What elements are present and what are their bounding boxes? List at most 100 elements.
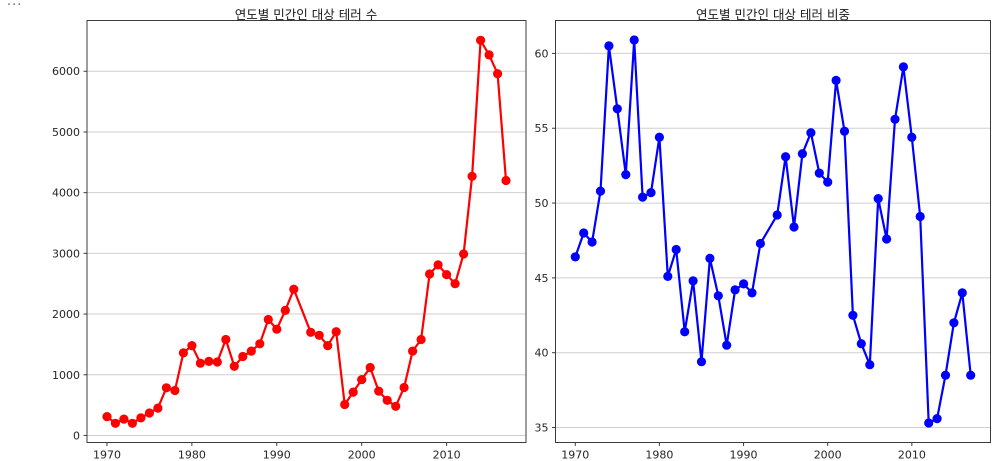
data-point <box>915 211 925 222</box>
left-chart: 0 1000 2000 3000 4000 5000 6000 1970 1980 1990 200… <box>52 20 527 461</box>
data-point <box>272 324 282 334</box>
data-point <box>382 395 392 405</box>
data-point <box>789 222 799 232</box>
data-point <box>705 253 715 263</box>
data-point <box>940 370 951 380</box>
data-point <box>680 327 690 337</box>
data-point <box>570 252 580 262</box>
y-tick-label: 60 <box>535 47 549 60</box>
data-point <box>839 126 850 136</box>
data-point <box>170 385 180 396</box>
y-tick-label: 2000 <box>52 308 80 321</box>
data-point <box>739 279 749 289</box>
data-point <box>747 288 757 298</box>
right-chart: 35 40 45 50 55 60 1970 1980 1990 2000 2010 <box>535 20 991 461</box>
y-tick-label: 5000 <box>52 126 80 139</box>
data-line <box>574 38 972 425</box>
data-point <box>153 403 163 413</box>
y-tick-label: 3000 <box>52 247 80 260</box>
data-point <box>907 132 917 142</box>
data-point <box>688 276 698 286</box>
data-point <box>204 356 214 366</box>
x-tick-label: 2010 <box>898 449 926 461</box>
y-tick-label: 55 <box>535 122 549 135</box>
data-point <box>450 279 460 289</box>
data-point <box>831 75 841 85</box>
data-point <box>467 171 477 181</box>
data-point <box>425 269 435 279</box>
data-point <box>579 228 589 238</box>
data-point <box>848 310 858 320</box>
data-point <box>612 104 622 114</box>
y-tick-label: 40 <box>535 347 549 360</box>
axes-frame <box>86 20 527 443</box>
data-point <box>873 194 883 204</box>
corner-ellipsis: ... <box>7 0 23 9</box>
right-chart-title: 연도별 민간인 대상 테러 비중 <box>696 7 850 22</box>
data-point <box>119 414 129 424</box>
data-point <box>110 418 120 428</box>
data-line <box>106 39 508 425</box>
data-point <box>178 348 188 358</box>
data-point <box>127 418 137 428</box>
data-point <box>136 413 146 423</box>
data-point <box>604 41 614 51</box>
data-point <box>212 357 222 367</box>
data-point <box>890 114 900 124</box>
data-point <box>772 210 782 220</box>
data-point <box>442 270 452 280</box>
data-point <box>966 370 976 380</box>
data-point <box>882 234 892 244</box>
data-point <box>806 128 816 138</box>
data-point <box>671 244 681 255</box>
x-tick-label: 1970 <box>93 449 121 461</box>
axes-frame <box>555 20 991 443</box>
data-point <box>823 177 833 187</box>
data-point <box>195 358 205 368</box>
data-point <box>280 305 290 315</box>
data-point <box>638 192 648 202</box>
data-point <box>493 69 503 79</box>
data-point <box>797 149 808 159</box>
data-point <box>323 341 333 351</box>
data-point <box>755 238 766 249</box>
data-point <box>629 35 639 45</box>
data-point <box>340 399 350 410</box>
data-point <box>255 339 265 349</box>
data-point <box>722 340 732 350</box>
data-point <box>898 62 909 72</box>
data-point <box>314 330 324 340</box>
data-point <box>263 314 273 325</box>
x-tick-label: 1980 <box>645 449 673 461</box>
data-point <box>924 418 934 428</box>
data-point <box>595 186 606 196</box>
data-point <box>646 188 656 198</box>
y-tick-label: 45 <box>535 272 549 285</box>
data-point <box>621 170 631 180</box>
y-tick-label: 0 <box>73 429 80 442</box>
data-point <box>696 357 707 367</box>
data-point <box>408 346 418 356</box>
data-point <box>331 327 341 337</box>
data-point <box>365 362 375 373</box>
data-point <box>856 339 866 349</box>
data-point <box>713 291 723 301</box>
data-point <box>221 334 231 345</box>
x-tick-label: 1990 <box>263 449 291 461</box>
data-point <box>187 341 197 351</box>
data-point <box>374 386 384 396</box>
y-tick-label: 4000 <box>52 187 80 200</box>
data-point <box>957 288 967 298</box>
data-point <box>238 351 248 362</box>
data-point <box>391 401 401 411</box>
data-point <box>459 249 469 259</box>
data-point <box>865 360 875 370</box>
data-point <box>730 285 740 295</box>
data-point <box>246 346 256 356</box>
data-point <box>484 50 494 60</box>
y-tick-label: 1000 <box>52 369 80 382</box>
data-point <box>229 361 239 371</box>
y-tick-label: 50 <box>535 197 549 210</box>
data-point <box>663 271 673 281</box>
